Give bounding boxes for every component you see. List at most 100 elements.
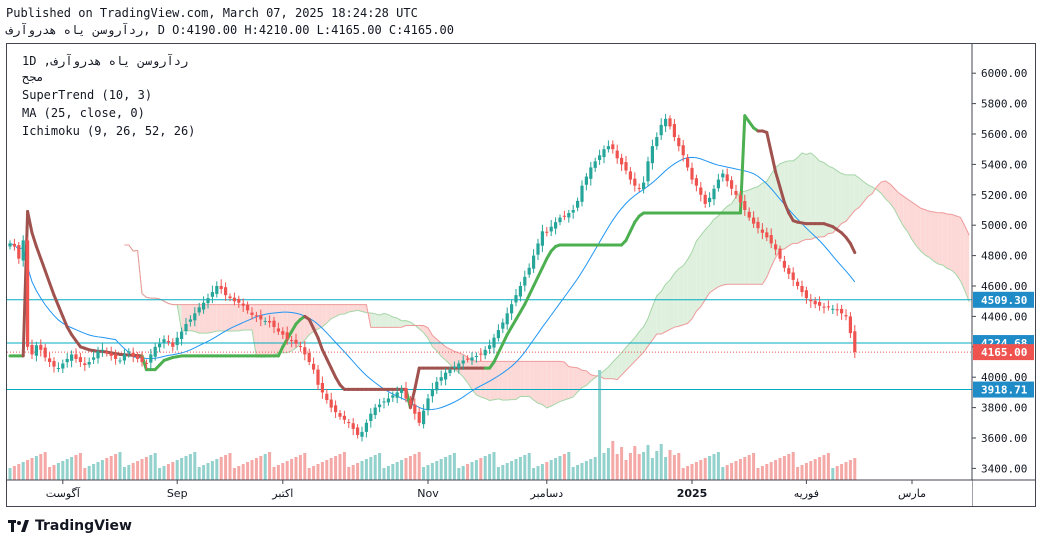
candle-body[interactable] bbox=[144, 362, 148, 364]
candle-body[interactable] bbox=[787, 268, 791, 274]
candle-body[interactable] bbox=[606, 146, 610, 150]
candle-body[interactable] bbox=[228, 296, 232, 299]
candle-body[interactable] bbox=[474, 355, 478, 357]
candle-body[interactable] bbox=[655, 137, 659, 147]
candle-body[interactable] bbox=[831, 308, 835, 310]
candle-body[interactable] bbox=[743, 201, 747, 210]
candle-body[interactable] bbox=[549, 226, 553, 232]
candle-body[interactable] bbox=[646, 161, 650, 182]
candle-body[interactable] bbox=[369, 413, 373, 421]
price-chart[interactable]: 6000.00 5800.00 5600.00 5400.00 5200.00 5000.… bbox=[7, 44, 1035, 506]
candle-body[interactable] bbox=[554, 222, 558, 229]
candle-body[interactable] bbox=[250, 312, 254, 315]
candle-body[interactable] bbox=[822, 306, 826, 308]
candle-body[interactable] bbox=[131, 352, 135, 356]
candle-body[interactable] bbox=[844, 315, 848, 317]
candle-body[interactable] bbox=[598, 155, 602, 160]
candle-body[interactable] bbox=[826, 306, 830, 308]
candle-body[interactable] bbox=[158, 343, 162, 348]
candle-body[interactable] bbox=[166, 341, 170, 343]
candle-body[interactable] bbox=[593, 161, 597, 168]
candle-body[interactable] bbox=[382, 401, 386, 403]
candle-body[interactable] bbox=[356, 427, 360, 435]
candle-body[interactable] bbox=[391, 395, 395, 398]
candle-body[interactable] bbox=[188, 319, 192, 322]
candle-body[interactable] bbox=[219, 286, 223, 290]
candle-body[interactable] bbox=[246, 304, 250, 311]
candle-body[interactable] bbox=[470, 357, 474, 361]
candle-body[interactable] bbox=[716, 179, 720, 189]
candle-body[interactable] bbox=[712, 188, 716, 200]
candle-body[interactable] bbox=[347, 422, 351, 424]
candle-body[interactable] bbox=[153, 346, 157, 357]
candle-body[interactable] bbox=[65, 358, 69, 363]
candle-body[interactable] bbox=[312, 363, 316, 370]
candle-body[interactable] bbox=[351, 423, 355, 429]
candle-body[interactable] bbox=[620, 157, 624, 165]
candle-body[interactable] bbox=[584, 176, 588, 185]
candle-body[interactable] bbox=[540, 231, 544, 246]
candle-body[interactable] bbox=[752, 217, 756, 224]
candle-body[interactable] bbox=[268, 320, 272, 323]
candle-body[interactable] bbox=[180, 331, 184, 340]
candle-body[interactable] bbox=[703, 194, 707, 204]
candle-body[interactable] bbox=[210, 292, 214, 297]
candle-body[interactable] bbox=[92, 357, 96, 360]
candle-body[interactable] bbox=[12, 243, 16, 247]
candle-body[interactable] bbox=[149, 354, 153, 363]
candle-body[interactable] bbox=[43, 347, 47, 358]
candle-body[interactable] bbox=[78, 357, 82, 362]
candle-body[interactable] bbox=[26, 240, 30, 347]
candle-body[interactable] bbox=[725, 174, 729, 182]
candle-body[interactable] bbox=[642, 182, 646, 190]
candle-body[interactable] bbox=[624, 162, 628, 171]
candle-body[interactable] bbox=[677, 137, 681, 147]
candle-body[interactable] bbox=[650, 146, 654, 164]
candle-body[interactable] bbox=[8, 243, 12, 247]
candle-body[interactable] bbox=[848, 316, 852, 334]
candle-body[interactable] bbox=[74, 354, 78, 359]
candle-body[interactable] bbox=[567, 213, 571, 218]
candle-body[interactable] bbox=[496, 330, 500, 339]
candle-body[interactable] bbox=[325, 393, 329, 400]
candle-body[interactable] bbox=[70, 354, 74, 361]
candle-body[interactable] bbox=[782, 260, 786, 268]
candle-body[interactable] bbox=[83, 363, 87, 366]
candle-body[interactable] bbox=[791, 272, 795, 280]
candle-body[interactable] bbox=[171, 342, 175, 347]
candle-body[interactable] bbox=[34, 345, 38, 356]
candle-body[interactable] bbox=[386, 398, 390, 403]
candle-body[interactable] bbox=[140, 356, 144, 362]
candle-body[interactable] bbox=[237, 298, 241, 303]
candle-body[interactable] bbox=[334, 405, 338, 413]
candle-body[interactable] bbox=[307, 353, 311, 362]
candle-body[interactable] bbox=[818, 301, 822, 306]
candle-body[interactable] bbox=[796, 281, 800, 286]
candle-body[interactable] bbox=[664, 118, 668, 127]
candle-body[interactable] bbox=[505, 313, 509, 325]
candle-body[interactable] bbox=[96, 351, 100, 359]
candle-body[interactable] bbox=[479, 353, 483, 355]
candle-body[interactable] bbox=[435, 381, 439, 391]
candle-body[interactable] bbox=[320, 382, 324, 393]
candle-body[interactable] bbox=[532, 255, 536, 269]
candle-body[interactable] bbox=[224, 287, 228, 296]
candle-body[interactable] bbox=[413, 404, 417, 414]
candle-body[interactable] bbox=[254, 315, 258, 317]
candle-body[interactable] bbox=[118, 360, 122, 362]
candle-body[interactable] bbox=[756, 221, 760, 229]
candle-body[interactable] bbox=[668, 118, 672, 127]
candle-body[interactable] bbox=[342, 415, 346, 420]
candle-body[interactable] bbox=[109, 353, 113, 356]
candle-body[interactable] bbox=[122, 354, 126, 361]
candle-body[interactable] bbox=[774, 244, 778, 250]
candle-body[interactable] bbox=[114, 354, 118, 359]
candle-body[interactable] bbox=[175, 337, 179, 345]
candle-body[interactable] bbox=[395, 392, 399, 398]
tradingview-logo[interactable]: TradingView bbox=[8, 518, 132, 534]
candle-body[interactable] bbox=[30, 344, 34, 355]
candle-body[interactable] bbox=[813, 300, 817, 305]
candle-body[interactable] bbox=[48, 358, 52, 362]
candle-body[interactable] bbox=[730, 180, 734, 189]
candle-body[interactable] bbox=[61, 363, 65, 369]
